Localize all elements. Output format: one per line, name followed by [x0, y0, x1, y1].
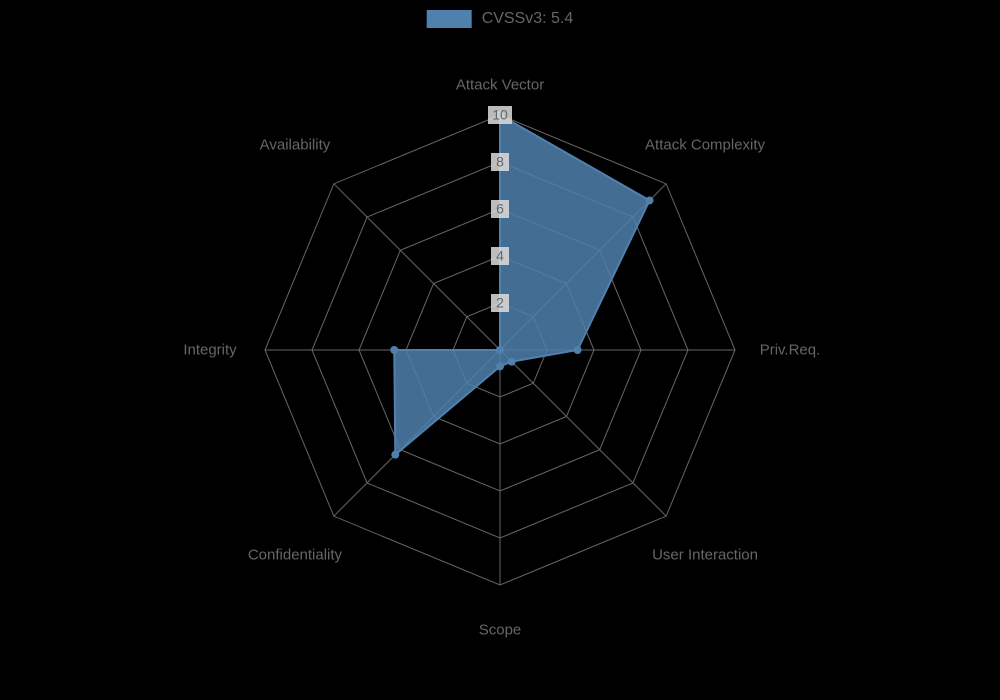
tick-label: 2: [496, 295, 504, 311]
axis-label: Confidentiality: [248, 547, 342, 564]
axis-label: Scope: [479, 622, 522, 639]
grid-spoke: [334, 184, 500, 350]
tick-label: 6: [496, 201, 504, 217]
axis-label: Availability: [260, 136, 331, 153]
axis-label: Integrity: [183, 342, 236, 359]
series-marker: [390, 346, 398, 354]
axis-label: Attack Vector: [456, 77, 544, 94]
series-marker: [496, 362, 504, 370]
axis-label: Priv.Req.: [760, 342, 821, 359]
series-marker: [574, 346, 582, 354]
axis-label: Attack Complexity: [645, 136, 765, 153]
grid-spoke: [500, 350, 666, 516]
axis-label: User Interaction: [652, 547, 758, 564]
series-marker: [508, 358, 516, 366]
tick-label: 8: [496, 154, 504, 170]
tick-label: 10: [492, 107, 508, 123]
series-marker: [496, 346, 504, 354]
series-marker: [391, 451, 399, 459]
cvss-radar-chart: CVSSv3: 5.4 246810 Attack VectorAttack C…: [0, 0, 1000, 700]
radar-svg: 2 4 6 8 10: [0, 0, 1000, 700]
series-marker: [646, 196, 654, 204]
tick-label: 4: [496, 248, 504, 264]
